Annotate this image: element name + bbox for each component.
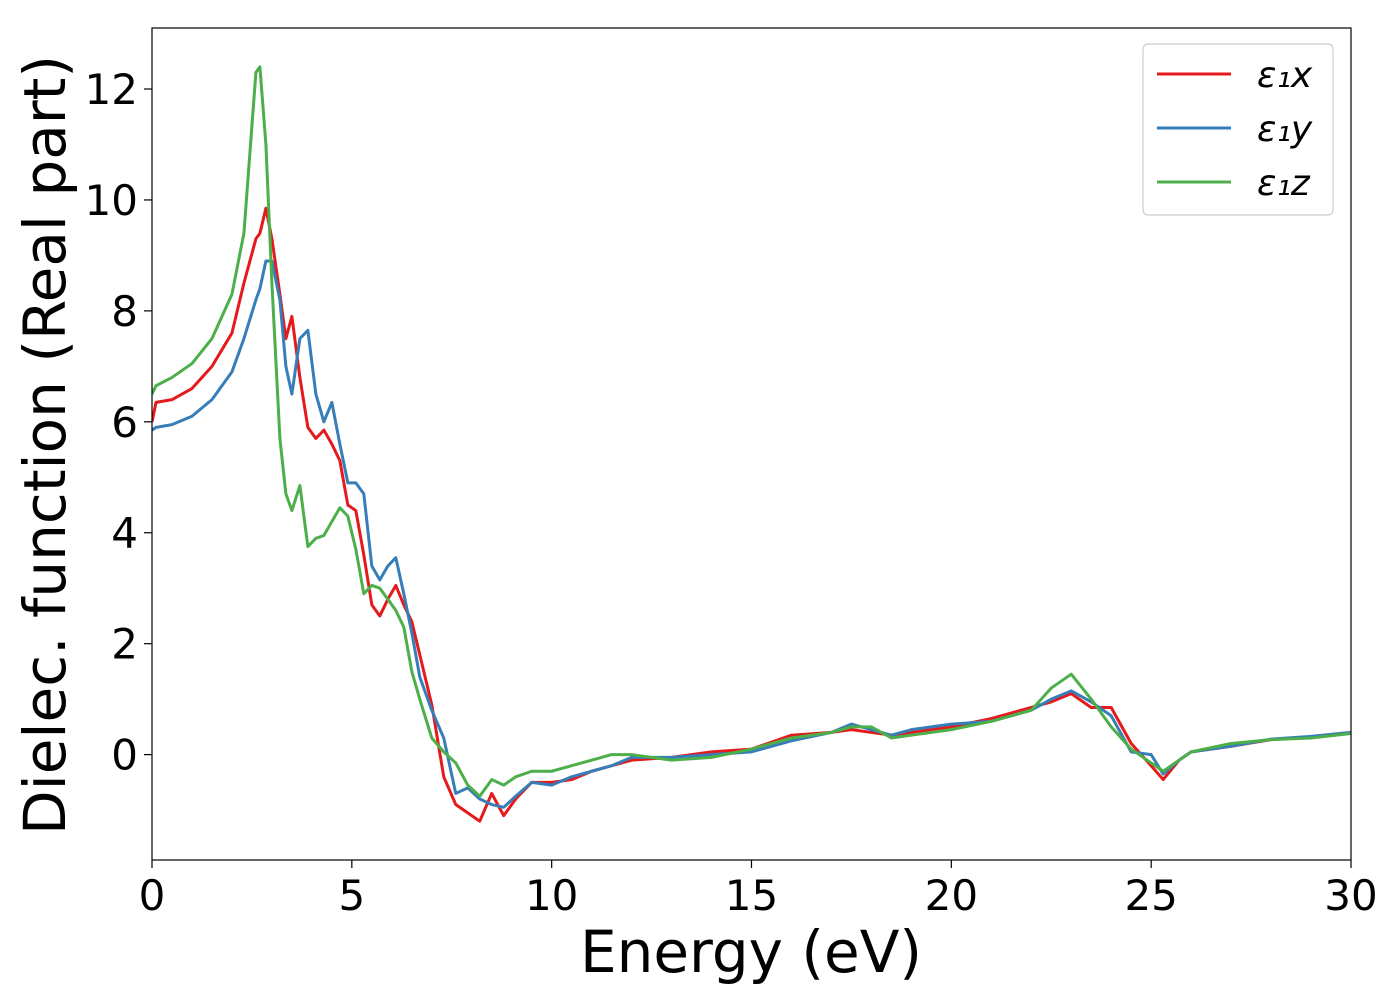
y-tick-label: 8 [111, 287, 138, 336]
legend-label: ε₁y [1257, 109, 1313, 150]
y-axis-label: Dielec. function (Real part) [11, 55, 79, 835]
x-tick-label: 25 [1124, 871, 1177, 920]
y-tick-label: 0 [111, 731, 138, 780]
y-tick-label: 12 [85, 65, 138, 114]
y-tick-label: 4 [111, 509, 138, 558]
y-tick-label: 6 [111, 398, 138, 447]
x-tick-label: 0 [139, 871, 166, 920]
x-tick-label: 10 [525, 871, 578, 920]
y-tick-label: 2 [111, 620, 138, 669]
x-tick-label: 20 [925, 871, 978, 920]
x-tick-label: 15 [725, 871, 778, 920]
x-axis-label: Energy (eV) [580, 918, 922, 986]
x-tick-label: 30 [1324, 871, 1377, 920]
legend-box [1142, 43, 1334, 216]
legend-label: ε₁z [1257, 163, 1311, 204]
y-tick-label: 10 [85, 176, 138, 225]
data-line [152, 65, 1351, 798]
x-tick-label: 5 [338, 871, 365, 920]
data-line [152, 259, 1351, 809]
legend-label: ε₁x [1257, 55, 1313, 96]
